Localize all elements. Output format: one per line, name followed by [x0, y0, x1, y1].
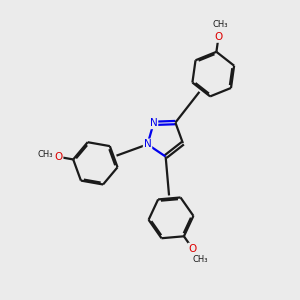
Text: O: O [188, 244, 196, 254]
Text: N: N [150, 118, 158, 128]
Text: CH₃: CH₃ [38, 150, 53, 159]
Text: CH₃: CH₃ [193, 255, 208, 264]
Text: CH₃: CH₃ [212, 20, 228, 29]
Text: O: O [54, 152, 63, 162]
Text: O: O [214, 32, 223, 42]
Text: N: N [144, 140, 152, 149]
